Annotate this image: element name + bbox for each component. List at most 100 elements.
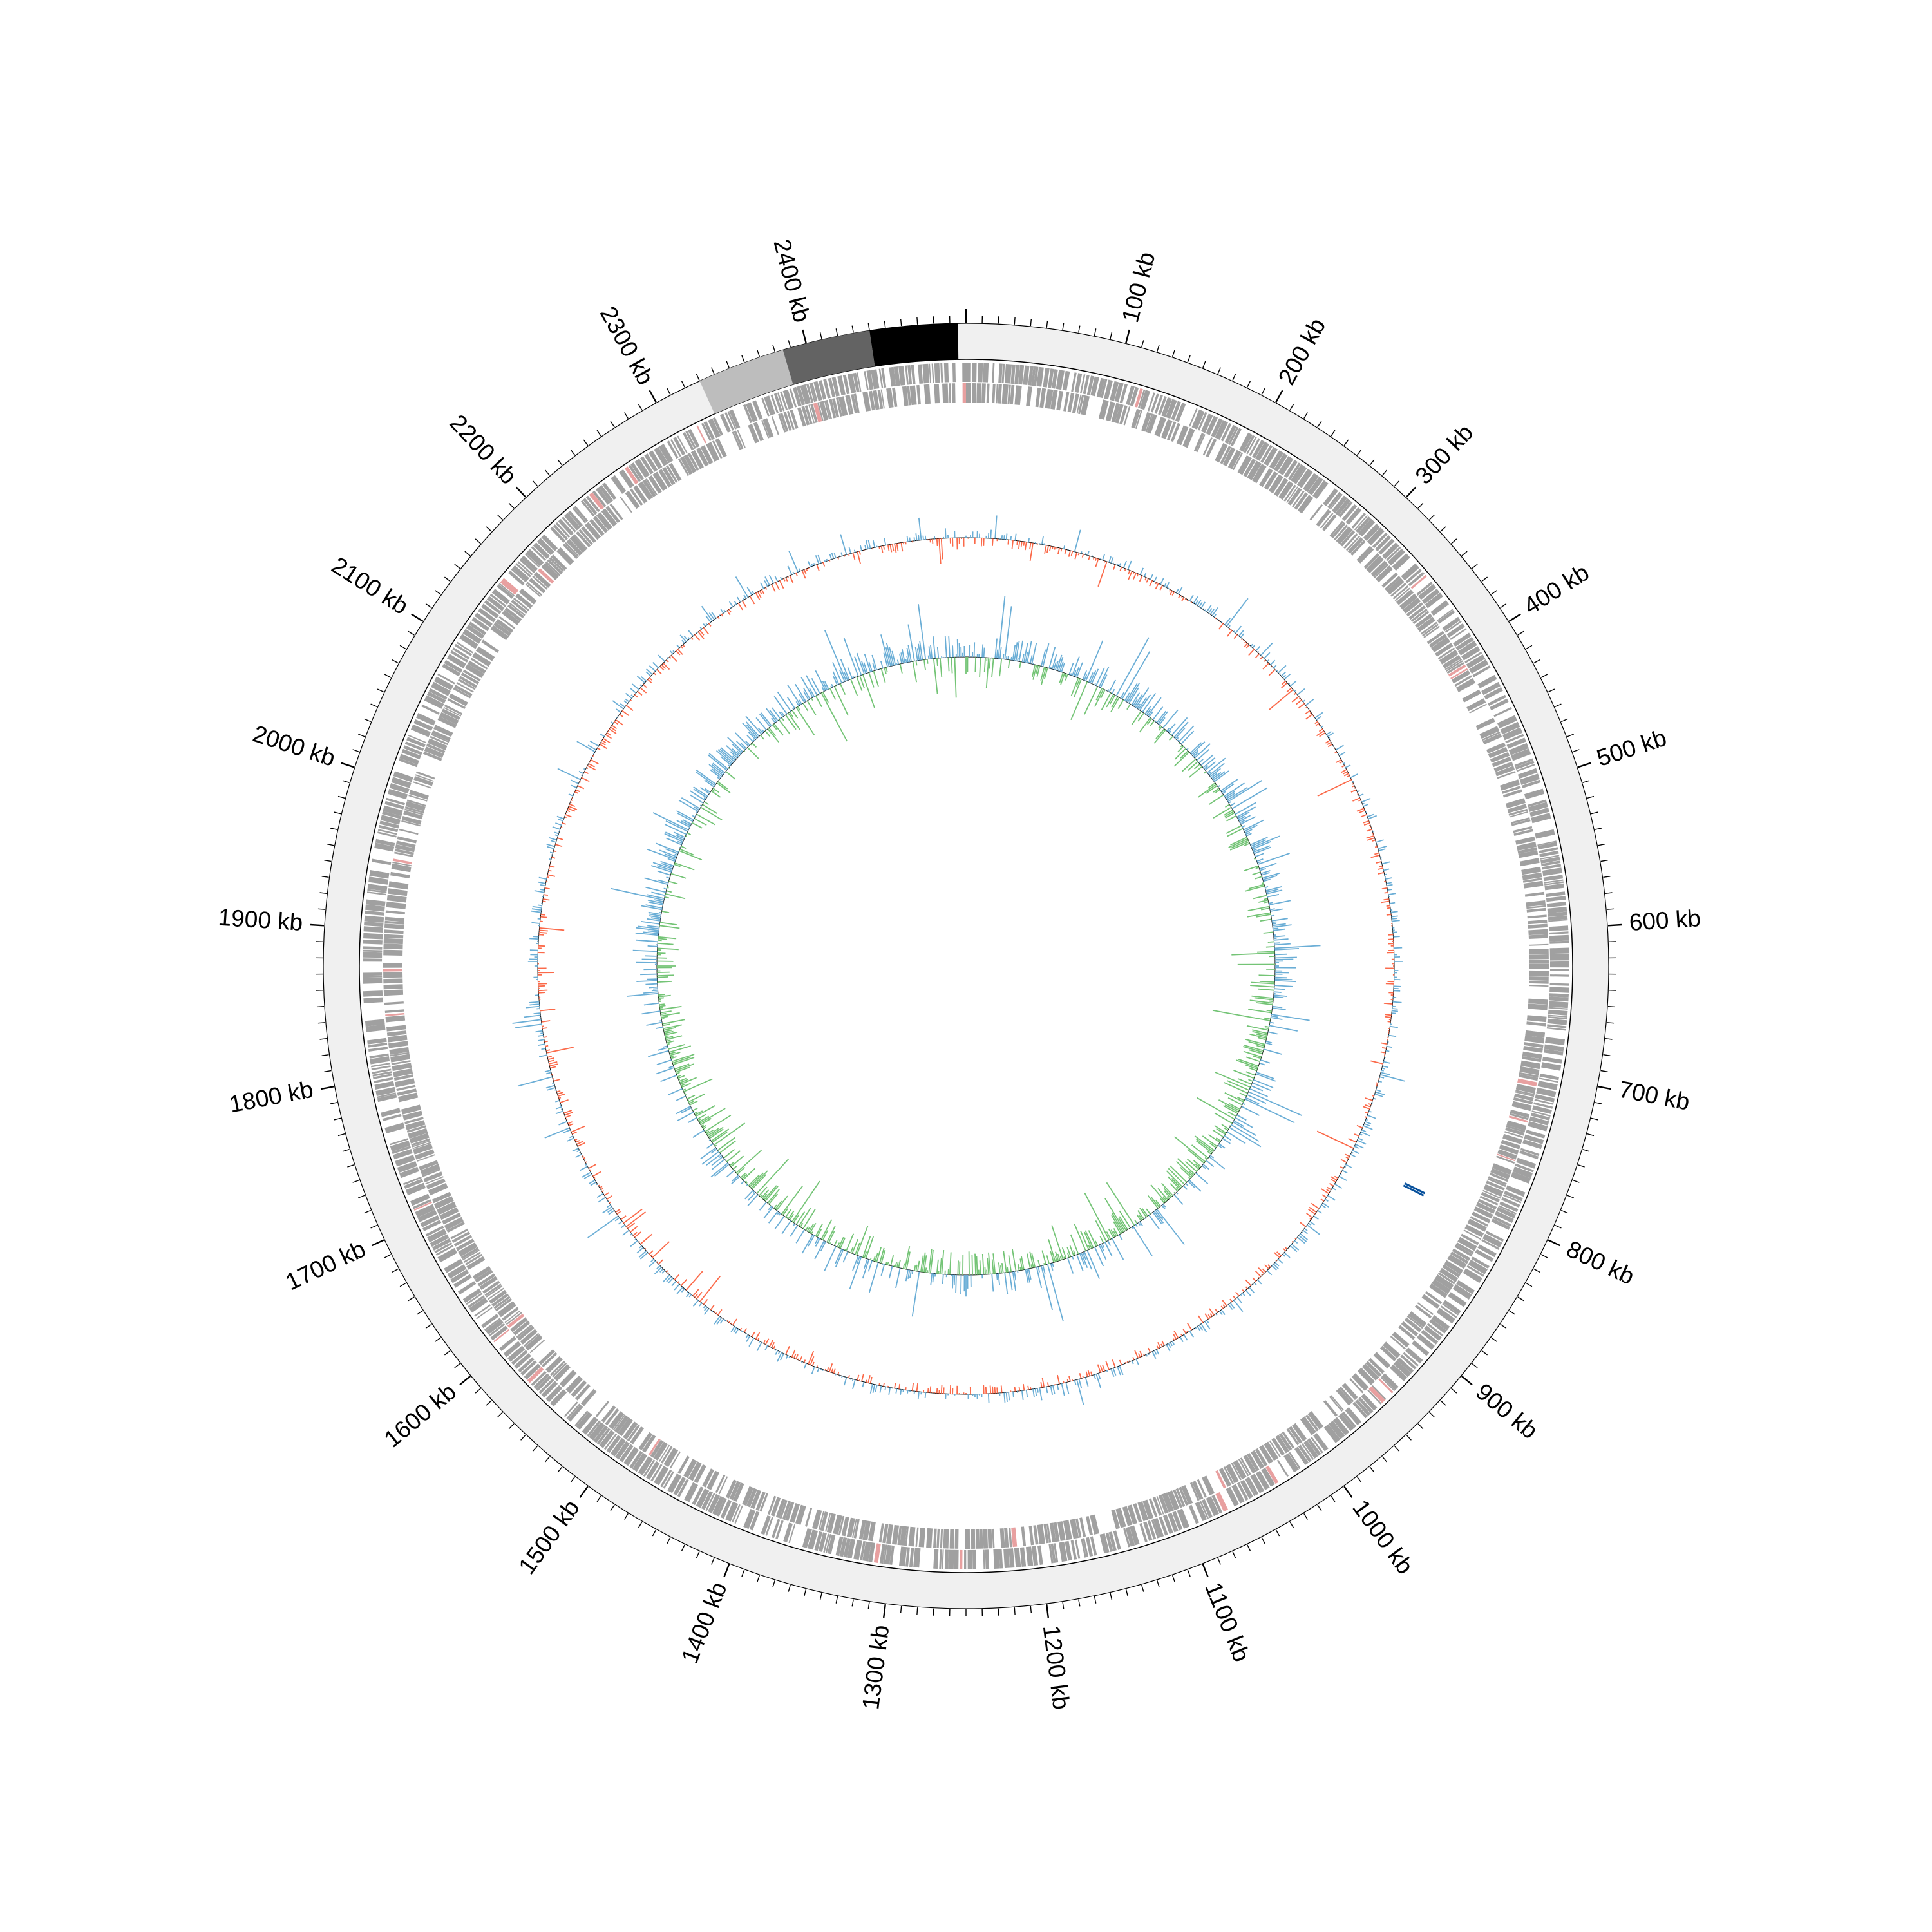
cds-feature: [437, 716, 457, 728]
cds-feature: [399, 753, 419, 765]
cds-feature: [456, 682, 474, 693]
minor-tick: [1540, 1254, 1548, 1258]
cds-feature: [531, 1370, 547, 1387]
cds-feature: [595, 1401, 609, 1417]
cds-feature: [1278, 456, 1294, 476]
minor-tick: [408, 630, 415, 636]
cds-feature: [1464, 1224, 1484, 1238]
cds-feature: [526, 582, 542, 596]
tick-label: 700 kb: [1616, 1076, 1692, 1115]
cds-feature: [882, 1523, 889, 1544]
cds-feature: [532, 575, 548, 590]
cds-feature: [623, 1446, 639, 1466]
cds-feature: [456, 1238, 475, 1251]
cds-feature: [584, 522, 601, 540]
cds-feature: [519, 558, 536, 573]
cds-feature: [1517, 847, 1537, 854]
cds-feature: [1273, 453, 1288, 472]
cds-feature: [1139, 390, 1150, 410]
cds-feature: [1500, 779, 1520, 791]
cds-feature: [443, 706, 462, 717]
cds-feature: [374, 842, 395, 852]
minor-tick: [1110, 332, 1113, 339]
cds-feature: [1516, 764, 1535, 772]
minor-tick: [1232, 374, 1236, 381]
rna-feature: [538, 568, 554, 584]
minor-tick: [364, 1209, 372, 1214]
cds-feature: [1053, 1543, 1059, 1563]
cds-feature: [808, 404, 815, 424]
cds-feature: [1519, 1072, 1539, 1078]
cds-feature: [493, 621, 511, 636]
minor-tick: [454, 564, 460, 569]
cds-feature: [365, 910, 384, 916]
cds-feature: [363, 933, 383, 940]
cds-feature: [479, 1276, 498, 1291]
cds-feature: [368, 1042, 388, 1048]
cds-feature: [392, 1063, 412, 1072]
cds-feature: [1195, 1501, 1208, 1521]
cds-feature: [383, 972, 403, 978]
cds-feature: [1540, 855, 1560, 860]
cds-feature: [566, 538, 583, 556]
cds-feature: [1544, 879, 1564, 884]
cds-feature: [1159, 1516, 1168, 1536]
cds-feature: [1332, 495, 1348, 514]
cds-feature: [1490, 698, 1509, 710]
cds-feature: [411, 1138, 430, 1146]
cds-feature: [1494, 1211, 1514, 1223]
cds-feature: [1290, 464, 1306, 484]
cds-feature: [706, 1470, 720, 1490]
cds-feature: [1444, 1260, 1463, 1274]
major-tick: [883, 1604, 886, 1618]
minor-tick: [741, 355, 745, 363]
cds-feature: [442, 1213, 461, 1225]
tick-label: 1300 kb: [857, 1624, 894, 1711]
major-tick: [1343, 1486, 1353, 1498]
minor-tick: [1548, 688, 1555, 693]
cds-feature: [1403, 1352, 1419, 1367]
cds-feature: [1075, 1539, 1081, 1559]
cds-feature: [1339, 1387, 1354, 1403]
cds-feature: [431, 1191, 451, 1204]
cds-feature: [716, 1497, 727, 1517]
cds-feature: [486, 596, 505, 611]
cds-feature: [1110, 381, 1119, 401]
cds-feature: [642, 479, 656, 498]
cds-feature: [868, 390, 875, 411]
rna-feature: [959, 1549, 963, 1569]
cds-feature: [684, 1482, 698, 1502]
cds-feature: [1037, 1524, 1045, 1544]
cds-feature: [1520, 1060, 1541, 1070]
cds-feature: [1114, 382, 1124, 402]
cds-feature: [1470, 1216, 1488, 1227]
cds-feature: [378, 824, 399, 833]
cds-feature: [1543, 875, 1564, 882]
minor-tick: [1187, 1569, 1191, 1577]
minor-tick: [464, 551, 471, 556]
cds-feature: [1329, 520, 1344, 537]
cds-feature: [462, 1249, 480, 1261]
cds-feature: [682, 431, 694, 451]
minor-tick: [520, 1434, 526, 1441]
tick-label: 1000 kb: [1347, 1495, 1419, 1579]
cds-feature: [1488, 694, 1506, 706]
cds-feature: [1471, 1256, 1490, 1269]
cds-feature: [889, 366, 896, 387]
cds-feature: [386, 902, 406, 909]
cds-feature: [1312, 480, 1329, 499]
cds-feature: [550, 1361, 565, 1376]
cds-feature: [1526, 1015, 1547, 1023]
cds-feature: [1549, 934, 1569, 942]
cds-feature: [1414, 1304, 1432, 1319]
cds-feature: [383, 989, 404, 996]
cds-feature: [1343, 533, 1358, 549]
cds-feature: [1223, 1466, 1235, 1484]
cds-feature: [1269, 1440, 1281, 1457]
cds-feature: [1056, 370, 1065, 390]
cds-feature: [1546, 891, 1566, 898]
cds-feature: [643, 1459, 656, 1477]
minor-tick: [1533, 659, 1540, 664]
cds-feature: [1549, 925, 1569, 931]
cds-feature: [1385, 576, 1401, 591]
